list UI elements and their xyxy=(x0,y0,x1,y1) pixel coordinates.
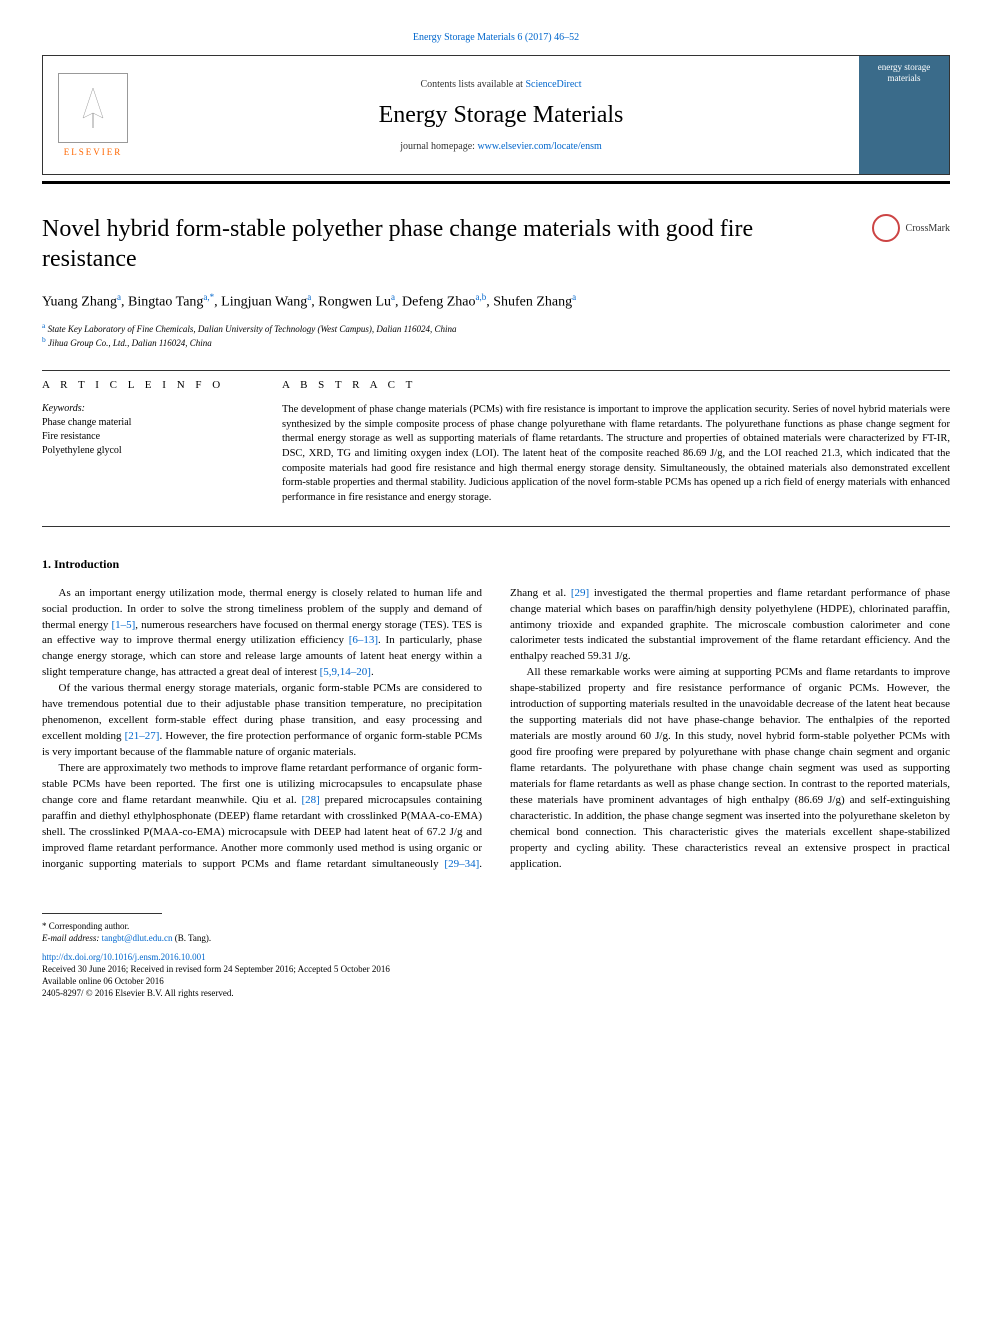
crossmark-badge[interactable]: CrossMark xyxy=(872,214,950,242)
elsevier-tree-icon xyxy=(58,73,128,143)
authors-line: Yuang Zhanga, Bingtao Tanga,*, Lingjuan … xyxy=(42,292,950,311)
intro-heading: 1. Introduction xyxy=(42,557,950,572)
received-line: Received 30 June 2016; Received in revis… xyxy=(42,963,950,975)
contents-prefix: Contents lists available at xyxy=(420,79,522,90)
email-name: (B. Tang). xyxy=(175,933,211,943)
elsevier-logo: ELSEVIER xyxy=(43,56,143,174)
journal-name: Energy Storage Materials xyxy=(379,102,624,129)
homepage-prefix: journal homepage: xyxy=(400,141,475,152)
homepage-link[interactable]: www.elsevier.com/locate/ensm xyxy=(477,141,601,152)
email-link[interactable]: tangbt@dlut.edu.cn xyxy=(102,933,173,943)
abstract-column: A B S T R A C T The development of phase… xyxy=(282,379,950,506)
available-line: Available online 06 October 2016 xyxy=(42,975,950,987)
divider xyxy=(42,526,950,527)
crossmark-label: CrossMark xyxy=(906,223,950,234)
header-citation[interactable]: Energy Storage Materials 6 (2017) 46–52 xyxy=(42,32,950,43)
sciencedirect-link[interactable]: ScienceDirect xyxy=(525,79,581,90)
homepage-line: journal homepage: www.elsevier.com/locat… xyxy=(400,141,602,152)
header-center: Contents lists available at ScienceDirec… xyxy=(143,56,859,174)
corresponding-note: * Corresponding author. E-mail address: … xyxy=(42,920,950,945)
keywords-label: Keywords: xyxy=(42,403,252,414)
article-title: Novel hybrid form-stable polyether phase… xyxy=(42,214,852,274)
article-info: A R T I C L E I N F O Keywords: Phase ch… xyxy=(42,379,252,506)
keywords-list: Phase change materialFire resistancePoly… xyxy=(42,416,252,458)
affiliations: a State Key Laboratory of Fine Chemicals… xyxy=(42,321,950,350)
corresponding-label: * Corresponding author. xyxy=(42,920,950,933)
footer-meta: http://dx.doi.org/10.1016/j.ensm.2016.10… xyxy=(42,951,950,1000)
email-label: E-mail address: xyxy=(42,933,99,943)
doi-link[interactable]: http://dx.doi.org/10.1016/j.ensm.2016.10… xyxy=(42,952,206,962)
journal-cover: energy storage materials xyxy=(859,56,949,174)
abstract-text: The development of phase change material… xyxy=(282,403,950,506)
header-divider xyxy=(42,181,950,184)
divider xyxy=(42,370,950,371)
info-heading: A R T I C L E I N F O xyxy=(42,379,252,391)
footer-divider xyxy=(42,913,162,914)
cover-title: energy storage materials xyxy=(865,62,943,84)
abstract-heading: A B S T R A C T xyxy=(282,379,950,391)
crossmark-icon xyxy=(872,214,900,242)
copyright-line: 2405-8297/ © 2016 Elsevier B.V. All righ… xyxy=(42,987,950,999)
journal-header: ELSEVIER Contents lists available at Sci… xyxy=(42,55,950,175)
elsevier-label: ELSEVIER xyxy=(64,147,123,157)
contents-line: Contents lists available at ScienceDirec… xyxy=(420,79,581,90)
body-text: As an important energy utilization mode,… xyxy=(42,586,950,873)
